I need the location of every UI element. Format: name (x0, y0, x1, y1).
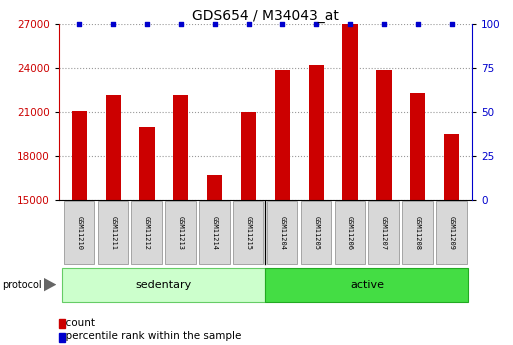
Point (312, 21, 320, 27)
Polygon shape (44, 278, 56, 292)
Point (346, 21, 354, 27)
Point (278, 21, 286, 27)
Text: GSM11211: GSM11211 (110, 216, 116, 250)
Point (143, 21, 151, 27)
Title: GDS654 / M34043_at: GDS654 / M34043_at (192, 9, 339, 23)
Text: GSM11204: GSM11204 (280, 216, 285, 250)
FancyBboxPatch shape (402, 201, 432, 264)
Bar (275, 70, 290, 200)
Text: sedentary: sedentary (136, 280, 192, 289)
Point (380, 21, 388, 27)
FancyBboxPatch shape (64, 201, 94, 264)
FancyBboxPatch shape (267, 201, 298, 264)
Bar (72, 111, 87, 200)
Point (109, 21, 117, 27)
Text: GSM11213: GSM11213 (178, 216, 184, 250)
Bar (173, 95, 188, 200)
Bar (207, 175, 222, 200)
Point (211, 21, 219, 27)
Point (245, 21, 253, 27)
Bar (241, 112, 256, 200)
FancyBboxPatch shape (97, 201, 128, 264)
Bar (444, 134, 459, 200)
Point (75, 21, 84, 27)
Text: GSM11212: GSM11212 (144, 216, 150, 250)
FancyBboxPatch shape (63, 268, 265, 302)
Point (177, 21, 185, 27)
FancyBboxPatch shape (165, 201, 196, 264)
Text: active: active (350, 280, 384, 289)
Text: count: count (59, 318, 95, 327)
Point (413, 21, 422, 27)
FancyBboxPatch shape (301, 201, 331, 264)
FancyBboxPatch shape (368, 201, 399, 264)
Point (447, 21, 456, 27)
Text: GSM11206: GSM11206 (347, 216, 353, 250)
Text: GSM11210: GSM11210 (76, 216, 82, 250)
Bar (106, 95, 121, 200)
FancyBboxPatch shape (199, 201, 230, 264)
Bar (410, 93, 425, 200)
Text: GSM11208: GSM11208 (415, 216, 421, 250)
FancyBboxPatch shape (266, 268, 468, 302)
Text: GSM11215: GSM11215 (246, 216, 251, 250)
Text: GSM11207: GSM11207 (381, 216, 387, 250)
FancyBboxPatch shape (436, 201, 466, 264)
Text: GSM11205: GSM11205 (313, 216, 319, 250)
Bar (377, 70, 391, 200)
FancyBboxPatch shape (334, 201, 365, 264)
Text: percentile rank within the sample: percentile rank within the sample (59, 332, 242, 341)
Bar (343, 24, 358, 200)
Bar (309, 65, 324, 200)
Bar (140, 127, 154, 200)
FancyBboxPatch shape (131, 201, 162, 264)
FancyBboxPatch shape (233, 201, 264, 264)
Text: GSM11214: GSM11214 (212, 216, 218, 250)
Text: GSM11209: GSM11209 (449, 216, 455, 250)
Text: protocol: protocol (3, 280, 42, 289)
